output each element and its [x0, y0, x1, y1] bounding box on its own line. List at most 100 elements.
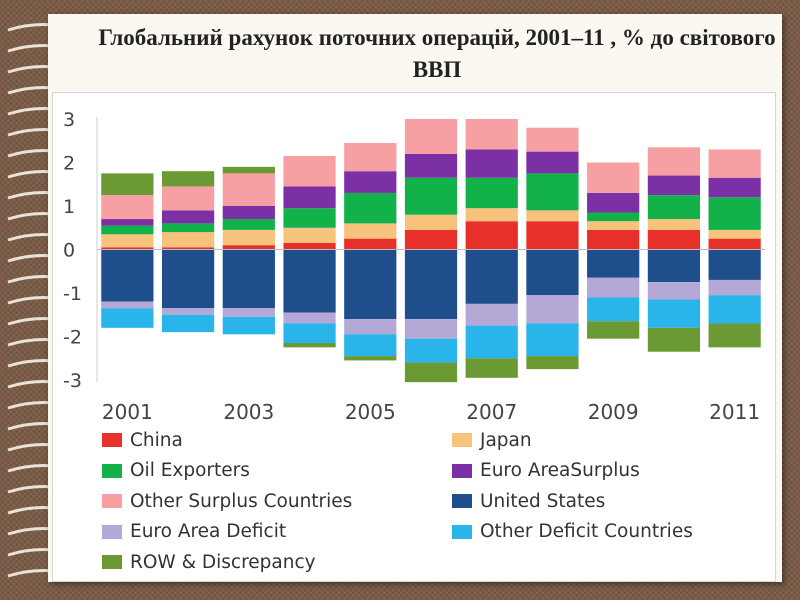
bar-segment — [708, 149, 761, 178]
bar-segment — [404, 338, 458, 363]
legend-label: Euro Area Deficit — [130, 521, 287, 542]
bar-segment — [465, 303, 518, 326]
bar-segment — [404, 362, 458, 383]
bar-segment — [647, 282, 701, 300]
bar-segment — [587, 297, 640, 322]
bar-segment — [647, 229, 701, 250]
legend-item: Euro Area Deficit — [102, 518, 286, 546]
bar-segment — [404, 177, 458, 215]
legend-item: United States — [452, 487, 605, 515]
bar-segment — [344, 356, 397, 361]
y-tick-label: -1 — [63, 283, 82, 305]
bar-segment — [222, 206, 275, 220]
bar-segment — [161, 247, 215, 250]
bar-segment — [283, 242, 336, 250]
bar-segment — [404, 214, 458, 230]
bar-segment — [587, 162, 640, 193]
bar-segment — [161, 171, 215, 187]
y-tick-label: 2 — [63, 153, 75, 175]
bar-segment — [283, 208, 336, 228]
legend-label: ROW & Discrepancy — [130, 551, 316, 573]
bar-segment — [161, 314, 215, 333]
bar-segment — [101, 249, 154, 302]
bar-segment — [283, 249, 336, 313]
bar-segment — [465, 221, 518, 250]
x-tick-label: 2007 — [466, 400, 517, 424]
bar-segment — [222, 245, 275, 250]
bar-segment — [465, 208, 518, 222]
bar-segment — [465, 358, 518, 378]
bar-segment — [587, 277, 640, 298]
x-tick-label: 2005 — [345, 400, 396, 424]
bar-segment — [465, 249, 518, 304]
bar-segment — [647, 299, 701, 328]
bar-segment — [526, 356, 579, 370]
stacked-bar-chart: 3 2 1 0 -1 -2 -3 2001 2003 2005 2007 2009 2011 — [63, 109, 765, 424]
y-tick-label: -2 — [63, 327, 82, 349]
bar-segment — [222, 166, 275, 174]
bar-segment — [222, 229, 275, 246]
x-tick-label: 2003 — [223, 400, 274, 424]
bar-segment — [404, 153, 458, 178]
bar-segment — [222, 219, 275, 230]
bar-segment — [283, 186, 336, 209]
bar-segment — [161, 210, 215, 224]
bar-segment — [708, 177, 761, 198]
y-tick-label: -3 — [63, 370, 82, 392]
bar-segment — [283, 227, 336, 243]
bar-segment — [161, 223, 215, 233]
legend-item: ROW & Discrepancy — [102, 548, 316, 576]
bar-segment — [404, 119, 458, 154]
bar-segment — [404, 319, 458, 339]
legend-label: Other Surplus Countries — [130, 490, 353, 512]
page-title: Глобальний рахунок поточних операцій, 20… — [98, 25, 776, 82]
bar-segment — [283, 323, 336, 344]
y-tick-label: 1 — [63, 196, 75, 218]
bar-segment — [101, 234, 154, 248]
legend-label: Other Deficit Countries — [480, 521, 693, 542]
bar-segment — [344, 142, 397, 172]
bar-segment — [344, 192, 397, 224]
bar-segment — [161, 249, 215, 309]
bar-segment — [587, 221, 640, 230]
bar-segment — [526, 151, 579, 174]
bar-segment — [283, 155, 336, 187]
bar-segment — [222, 249, 275, 309]
bar-segment — [465, 325, 518, 359]
bar-segment — [222, 173, 275, 206]
bar-segment — [222, 308, 275, 317]
bar-segment — [404, 249, 458, 320]
legend-swatch — [102, 463, 122, 478]
legend-swatch — [102, 555, 122, 569]
legend-item: Other Surplus Countries — [102, 487, 352, 515]
x-tick-label: 2001 — [102, 400, 153, 424]
bar-segment — [161, 308, 215, 315]
bar-segment — [465, 119, 518, 150]
legend-item: China — [102, 426, 183, 454]
bar-segment — [101, 301, 154, 309]
legend-label: Japan — [480, 429, 532, 451]
legend-swatch — [102, 433, 122, 447]
bar-segment — [344, 334, 397, 357]
bar-segment — [587, 229, 640, 250]
legend-swatch — [452, 463, 472, 478]
bar-segment — [587, 249, 640, 278]
bar-segment — [587, 212, 640, 222]
legend-label: China — [130, 429, 183, 451]
legend-label: Oil Exporters — [130, 460, 250, 481]
bar-segment — [708, 197, 761, 230]
bar-segment — [647, 327, 701, 352]
legend-item: Japan — [452, 426, 532, 454]
bar-segment — [526, 295, 579, 324]
x-tick-label: 2011 — [709, 400, 760, 424]
legend-swatch — [102, 494, 122, 508]
bar-segment — [283, 312, 336, 324]
bar-segment — [344, 249, 397, 320]
bar-segment — [344, 238, 397, 250]
bar-segment — [344, 223, 397, 239]
bar-segment — [526, 323, 579, 357]
bar-segment — [708, 323, 761, 348]
legend-item: Other Deficit Countries — [452, 518, 693, 546]
bar-segment — [344, 171, 397, 193]
bar-segment — [708, 229, 761, 239]
